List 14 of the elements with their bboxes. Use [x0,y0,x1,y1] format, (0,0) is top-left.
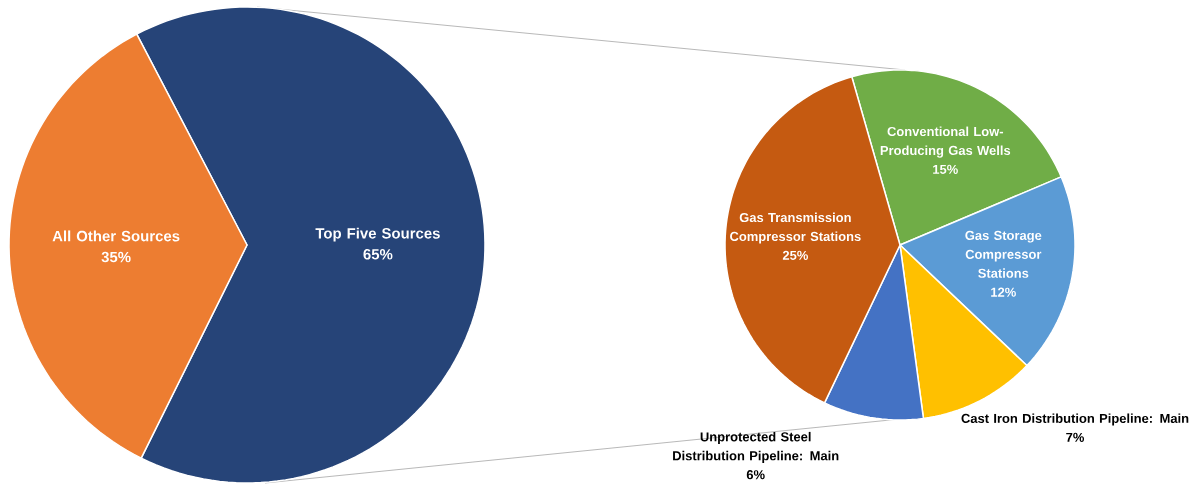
slice-label: Top Five Sources [315,227,440,242]
data-label: 6% [746,470,765,480]
data-label: 65% [363,248,393,260]
data-label: 15% [933,164,958,174]
data-label: 7% [1066,432,1085,442]
slice-label: Unprotected Steel Distribution Pipeline: Main [673,431,839,463]
data-label: 35% [101,251,131,263]
data-label: 12% [991,287,1016,297]
slice-label: Cast Iron Distribution Pipeline: Main [961,413,1189,426]
slice-label: All Other Sources [52,230,180,242]
data-label: 25% [782,250,808,260]
slice-label: Conventional Low-Producing Gas Wells [880,126,1011,158]
slice-label: Gas Transmission Compressor Stations [730,212,861,244]
slice-label: Gas Storage Compressor Stations [965,230,1042,278]
